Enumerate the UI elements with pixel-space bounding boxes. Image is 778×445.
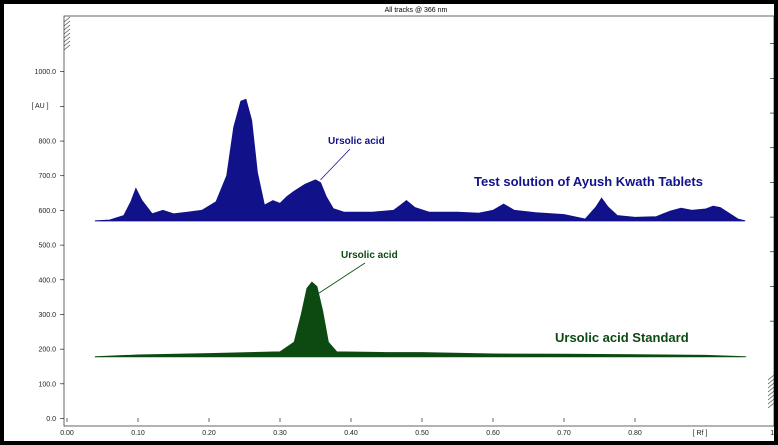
- y-axis: 0.0 100.0 200.0 300.0 400.0 500.0 600.0 700.0 80…: [35, 69, 64, 423]
- y-tick-label: 600.0: [38, 208, 56, 215]
- series-test-solution: [94, 98, 746, 222]
- x-tick-label: 0.00: [60, 430, 74, 437]
- x-tick-label: 0.40: [344, 430, 358, 437]
- y-tick-label: 1000.0: [35, 69, 57, 76]
- hatch-top-left: [63, 16, 71, 51]
- annotation-pointer: [320, 148, 351, 181]
- x-axis-label: [ Rf ]: [693, 430, 708, 437]
- x-tick-label: 0.10: [131, 430, 145, 437]
- annotation-label: Ursolic acid: [328, 136, 385, 147]
- x-axis: 0.00 0.10 0.20 0.30 0.40 0.50 0.60 0.70 0.80 1.00: [60, 418, 778, 437]
- y-axis-label: [ AU ]: [31, 103, 48, 110]
- annotations: Ursolic acid Ursolic acid: [315, 136, 398, 296]
- annotation-label: Ursolic acid: [341, 250, 398, 261]
- series-ursolic-standard: [94, 281, 747, 358]
- x-tick-label: 0.70: [557, 430, 571, 437]
- y-tick-label: 0.0: [46, 416, 56, 423]
- series-label-test: Test solution of Ayush Kwath Tablets: [474, 174, 703, 189]
- y-tick-label: 800.0: [38, 139, 56, 146]
- y-tick-label: 500.0: [38, 243, 56, 250]
- y-tick-label: 400.0: [38, 277, 56, 284]
- annotation-pointer: [315, 262, 366, 296]
- y-tick-label: 200.0: [38, 347, 56, 354]
- x-tick-label: 0.20: [202, 430, 216, 437]
- x-tick-label: 0.80: [628, 430, 642, 437]
- y-tick-label: 300.0: [38, 312, 56, 319]
- y-tick-label: 100.0: [38, 381, 56, 388]
- chart-title: All tracks @ 366 nm: [385, 7, 448, 14]
- y-tick-label: 700.0: [38, 173, 56, 180]
- x-tick-label: 1.00: [770, 430, 778, 437]
- hatch-bottom-right: [767, 374, 775, 409]
- series-label-standard: Ursolic acid Standard: [555, 330, 689, 345]
- x-tick-label: 0.60: [486, 430, 500, 437]
- right-axis-ticks: [770, 43, 775, 322]
- x-tick-label: 0.30: [273, 430, 287, 437]
- x-tick-label: 0.50: [415, 430, 429, 437]
